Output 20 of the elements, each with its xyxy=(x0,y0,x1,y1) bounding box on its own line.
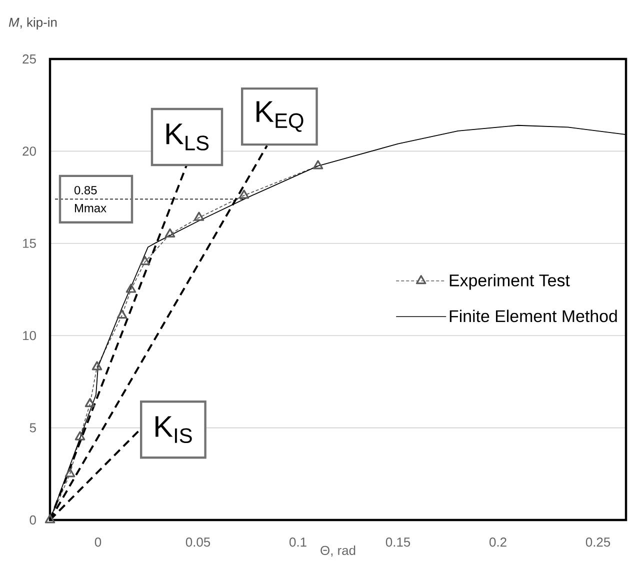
x-tick-label: 0.2 xyxy=(490,538,506,547)
y-tick-label: 5 xyxy=(30,423,36,432)
x-axis-title: Θ, rad xyxy=(320,546,356,557)
legend-label: Experiment Test xyxy=(450,274,570,290)
series-label: K$_{LS}$ xyxy=(166,124,209,150)
legend-label: Finite Element Method xyxy=(450,310,617,322)
annotation: 0.85 Mmax xyxy=(74,186,106,212)
y-tick-label: 20 xyxy=(22,146,36,156)
x-tick-label: 0.15 xyxy=(386,538,410,547)
x-tick-label: 0.05 xyxy=(186,538,210,547)
y-tick-label: 15 xyxy=(23,238,36,248)
x-tick-label: 0.25 xyxy=(586,538,610,547)
series-label: K$_{IS}$ xyxy=(156,416,192,444)
y-tick-label: 25 xyxy=(22,54,36,64)
series-label: K$_{EQ}$ xyxy=(256,101,304,132)
y-axis-title: M, kip-in xyxy=(8,17,57,30)
y-tick-label: 0 xyxy=(30,515,36,525)
x-tick-label: 0 xyxy=(94,538,102,547)
x-tick-label: 0.1 xyxy=(290,538,306,547)
y-tick-label: 10 xyxy=(23,331,36,340)
